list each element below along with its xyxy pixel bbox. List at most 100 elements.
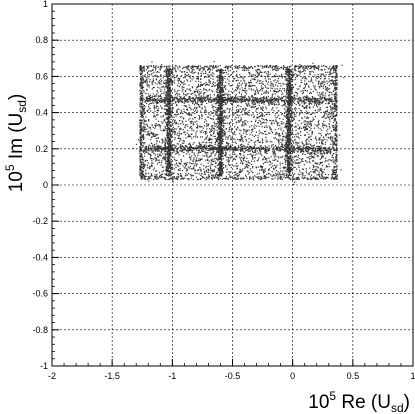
data-point <box>178 78 181 80</box>
data-point <box>279 134 281 136</box>
data-point <box>247 150 250 152</box>
data-point <box>336 130 338 132</box>
data-point <box>215 157 217 160</box>
data-point <box>246 170 249 172</box>
data-point <box>279 176 281 178</box>
data-point <box>199 125 201 128</box>
data-point <box>225 117 227 119</box>
data-point <box>144 113 146 115</box>
data-point <box>195 165 198 167</box>
data-point <box>325 87 327 89</box>
data-point <box>253 116 255 119</box>
data-point <box>303 176 305 179</box>
data-point <box>332 116 334 119</box>
data-point <box>247 111 249 113</box>
data-point <box>272 165 274 167</box>
data-point <box>212 174 214 177</box>
data-point <box>324 173 327 176</box>
data-point <box>200 173 202 175</box>
data-point <box>169 65 171 67</box>
data-point <box>140 139 142 141</box>
data-point <box>199 116 201 118</box>
data-point <box>172 73 174 75</box>
data-point <box>335 152 337 154</box>
data-point <box>212 83 215 86</box>
data-point <box>321 175 323 178</box>
data-point <box>144 142 146 144</box>
data-point <box>335 148 338 150</box>
data-point <box>165 79 167 81</box>
data-point <box>261 71 263 74</box>
data-point <box>153 152 155 155</box>
data-point <box>332 121 335 124</box>
data-point <box>261 88 263 90</box>
data-point <box>191 121 193 123</box>
data-point <box>142 134 144 136</box>
data-point <box>248 99 250 101</box>
data-point <box>328 165 330 168</box>
data-point <box>167 151 169 153</box>
data-point <box>232 114 234 116</box>
data-point <box>222 80 224 82</box>
data-point <box>198 104 200 106</box>
data-point <box>299 161 301 164</box>
data-point <box>281 74 283 76</box>
data-point <box>335 109 337 111</box>
data-point <box>309 176 312 178</box>
data-point <box>192 72 194 74</box>
data-point <box>205 76 207 78</box>
data-point <box>327 152 329 154</box>
data-point <box>291 116 294 119</box>
data-point <box>141 90 143 92</box>
data-point <box>304 80 306 82</box>
data-point <box>269 132 271 134</box>
data-point <box>234 177 236 179</box>
data-point <box>225 127 228 130</box>
data-point <box>189 127 191 129</box>
data-point <box>253 136 256 138</box>
data-point <box>150 154 152 156</box>
data-point <box>177 173 180 176</box>
data-point <box>335 70 337 72</box>
data-point <box>189 90 192 92</box>
data-point <box>335 135 337 137</box>
data-point <box>231 103 234 105</box>
data-point <box>230 74 232 76</box>
data-point <box>269 127 271 129</box>
data-point <box>172 69 174 71</box>
data-point <box>254 74 256 76</box>
data-point <box>185 106 188 108</box>
data-point <box>302 172 304 174</box>
data-point <box>176 110 178 112</box>
data-point <box>243 130 245 132</box>
data-point <box>234 171 237 173</box>
data-point <box>223 154 226 157</box>
data-point <box>303 87 305 90</box>
data-point <box>146 128 148 130</box>
data-point <box>146 110 148 112</box>
data-point <box>174 145 176 147</box>
data-point <box>140 73 142 76</box>
data-point <box>238 105 240 107</box>
data-point <box>326 80 328 82</box>
data-point <box>284 170 286 172</box>
data-point <box>330 80 332 82</box>
data-point <box>258 178 260 180</box>
data-point <box>193 152 195 154</box>
data-point <box>335 115 337 117</box>
data-point <box>152 98 154 100</box>
data-point <box>142 108 144 110</box>
data-point <box>257 65 260 67</box>
data-point <box>192 102 194 105</box>
data-point <box>302 178 304 180</box>
data-point <box>257 68 260 70</box>
data-point <box>203 170 206 172</box>
data-point <box>172 71 174 74</box>
data-point <box>212 177 214 179</box>
data-point <box>226 178 228 180</box>
data-point <box>194 107 196 109</box>
data-point <box>334 89 336 91</box>
data-point <box>330 82 332 85</box>
data-point <box>298 88 300 90</box>
data-point <box>289 75 291 77</box>
